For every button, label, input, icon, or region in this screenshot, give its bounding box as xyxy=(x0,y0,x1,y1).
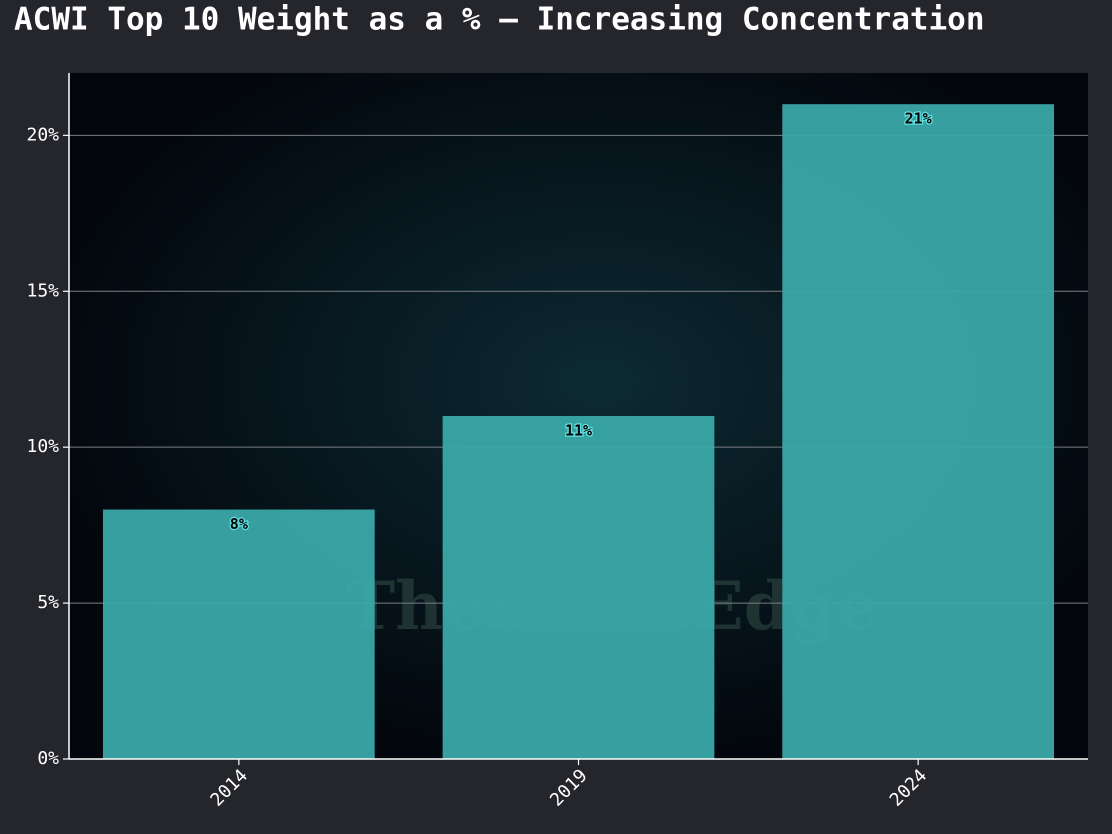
value-label: 11% xyxy=(565,422,592,440)
bar xyxy=(102,509,375,759)
y-tick-label: 0% xyxy=(37,748,59,769)
value-label: 8% xyxy=(230,515,248,533)
y-tick-label: 15% xyxy=(26,280,59,301)
value-label: 21% xyxy=(905,110,932,128)
bar xyxy=(442,416,715,759)
bar xyxy=(782,104,1055,759)
chart-title: ACWI Top 10 Weight as a % – Increasing C… xyxy=(14,2,985,38)
y-tick-label: 5% xyxy=(37,592,59,613)
y-tick-label: 20% xyxy=(26,124,59,145)
y-tick-label: 10% xyxy=(26,436,59,457)
